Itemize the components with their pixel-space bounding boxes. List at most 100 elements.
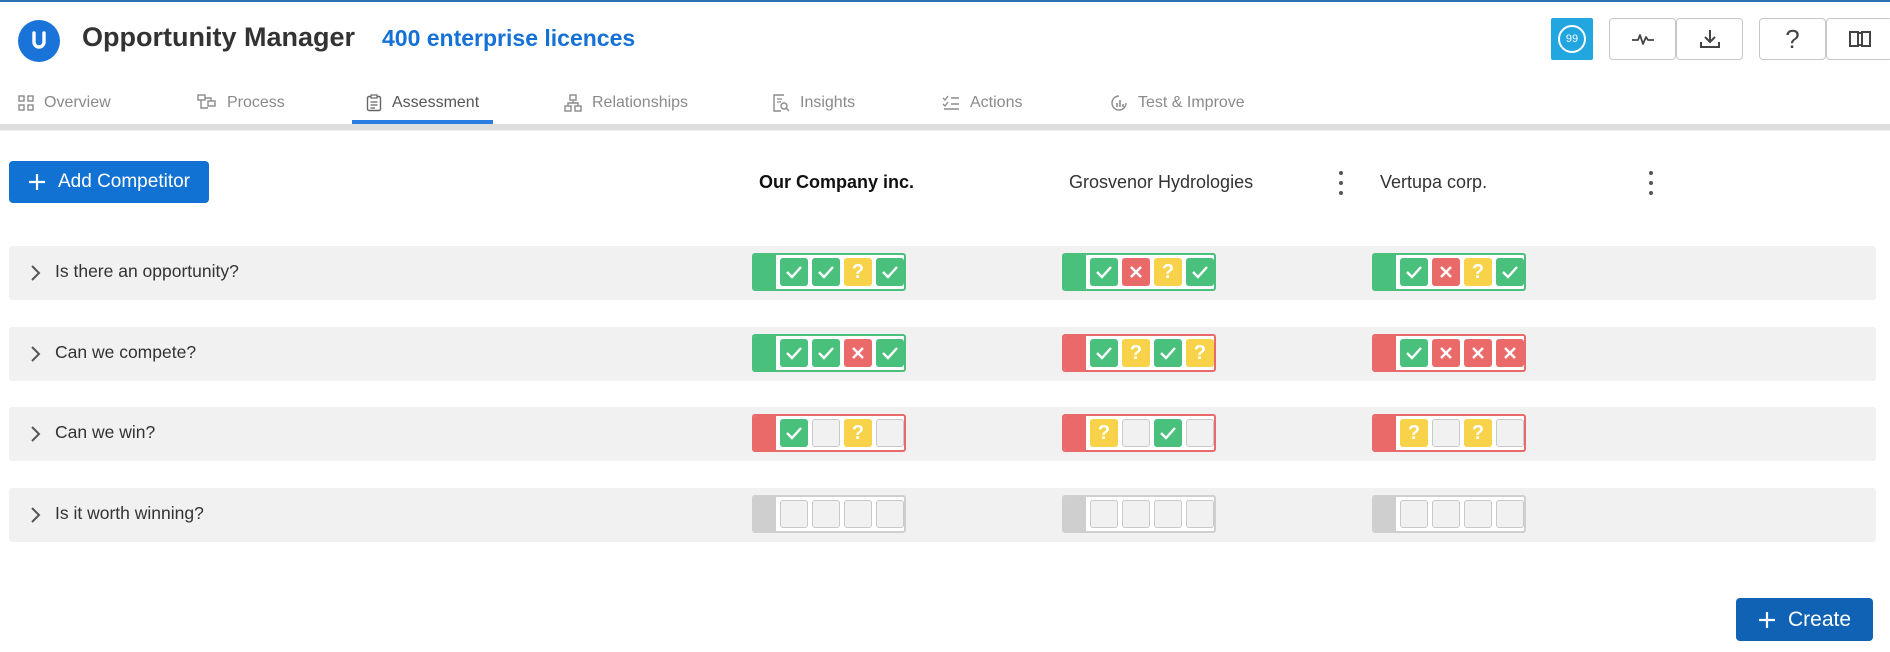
download-icon [1699,30,1720,48]
cross-icon[interactable] [1464,339,1492,367]
check-icon[interactable] [1154,339,1182,367]
score-indicator[interactable] [752,495,906,533]
score-indicator[interactable]: ? [752,414,906,452]
check-icon[interactable] [812,258,840,286]
check-icon[interactable] [1154,419,1182,447]
check-icon[interactable] [780,339,808,367]
chevron-right-icon[interactable] [29,263,41,283]
chevron-right-icon[interactable] [29,505,41,525]
empty-cell[interactable] [1432,500,1460,528]
tab-overview[interactable]: Overview [18,80,111,126]
question-mark-icon[interactable]: ? [844,258,872,286]
guide-button[interactable] [1826,18,1890,60]
check-icon[interactable] [876,258,904,286]
question-mark-icon[interactable]: ? [1464,419,1492,447]
cross-icon[interactable] [1432,339,1460,367]
score-status-bar [1374,416,1396,450]
empty-cell[interactable] [1432,419,1460,447]
tab-actions[interactable]: Actions [942,80,1022,126]
check-icon[interactable] [780,258,808,286]
score-indicator[interactable] [1372,495,1526,533]
licences-link[interactable]: 400 enterprise licences [382,25,636,51]
question-mark-icon[interactable]: ? [1400,419,1428,447]
empty-cell[interactable] [1400,500,1428,528]
app-logo[interactable] [18,20,60,62]
check-icon[interactable] [1400,258,1428,286]
tab-insights[interactable]: Insights [772,80,855,126]
question-row[interactable]: Is it worth winning? [9,488,1876,542]
check-icon[interactable] [1186,258,1214,286]
tab-test-improve[interactable]: Test & Improve [1110,80,1245,126]
score-indicator[interactable] [752,334,906,372]
cross-icon[interactable] [1496,339,1524,367]
notification-badge[interactable]: 99 [1551,18,1593,60]
cross-icon[interactable] [1432,258,1460,286]
empty-cell[interactable] [844,500,872,528]
question-row[interactable]: Can we compete? ?? [9,327,1876,381]
chevron-right-icon[interactable] [29,424,41,444]
tab-label: Process [227,94,285,111]
check-icon[interactable] [1090,339,1118,367]
empty-cell[interactable] [876,419,904,447]
activity-button[interactable] [1609,18,1676,60]
score-indicator[interactable]: ? [1062,414,1216,452]
check-icon[interactable] [876,339,904,367]
empty-cell[interactable] [780,500,808,528]
download-button[interactable] [1676,18,1743,60]
empty-cell[interactable] [1090,500,1118,528]
top-accent-line [0,0,1890,2]
create-button[interactable]: Create [1736,598,1873,641]
plus-icon [1758,611,1775,628]
check-icon[interactable] [812,339,840,367]
question-mark-icon[interactable]: ? [844,419,872,447]
score-indicator[interactable] [1372,334,1526,372]
grosvenor-more-icon[interactable] [1338,171,1344,195]
empty-cell[interactable] [1496,500,1524,528]
question-icon: ? [1785,23,1800,54]
empty-cell[interactable] [1186,500,1214,528]
add-competitor-button[interactable]: Add Competitor [9,161,209,203]
question-row[interactable]: Can we win? ???? [9,407,1876,461]
tab-relationships[interactable]: Relationships [564,80,688,126]
question-mark-icon[interactable]: ? [1464,258,1492,286]
empty-cell[interactable] [812,500,840,528]
create-label: Create [1787,607,1852,631]
empty-cell[interactable] [1122,500,1150,528]
question-label: Is it worth winning? [55,503,204,523]
score-indicator[interactable]: ?? [1062,334,1216,372]
question-mark-icon[interactable]: ? [1090,419,1118,447]
help-button[interactable]: ? [1759,18,1826,60]
score-indicator[interactable]: ? [752,253,906,291]
question-mark-icon[interactable]: ? [1122,339,1150,367]
question-mark-icon[interactable]: ? [1154,258,1182,286]
empty-cell[interactable] [1154,500,1182,528]
notification-count: 99 [1558,25,1586,53]
score-indicator[interactable]: ?? [1372,414,1526,452]
empty-cell[interactable] [876,500,904,528]
empty-cell[interactable] [1186,419,1214,447]
cross-icon[interactable] [844,339,872,367]
score-indicator[interactable]: ? [1062,253,1216,291]
check-icon[interactable] [1496,258,1524,286]
check-icon[interactable] [780,419,808,447]
check-icon[interactable] [1090,258,1118,286]
score-status-bar [754,416,776,450]
score-status-bar [1064,255,1086,289]
tab-process[interactable]: Process [197,80,285,126]
question-mark-icon[interactable]: ? [1186,339,1214,367]
grid-icon [18,95,34,111]
question-label: Can we compete? [55,342,197,362]
cross-icon[interactable] [1122,258,1150,286]
vertupa-more-icon[interactable] [1648,171,1654,195]
empty-cell[interactable] [1464,500,1492,528]
score-indicator[interactable] [1062,495,1216,533]
tab-assessment[interactable]: Assessment [366,80,479,126]
question-label: Can we win? [55,422,156,442]
score-indicator[interactable]: ? [1372,253,1526,291]
chevron-right-icon[interactable] [29,344,41,364]
empty-cell[interactable] [812,419,840,447]
empty-cell[interactable] [1496,419,1524,447]
empty-cell[interactable] [1122,419,1150,447]
question-row[interactable]: Is there an opportunity? ??? [9,246,1876,300]
check-icon[interactable] [1400,339,1428,367]
